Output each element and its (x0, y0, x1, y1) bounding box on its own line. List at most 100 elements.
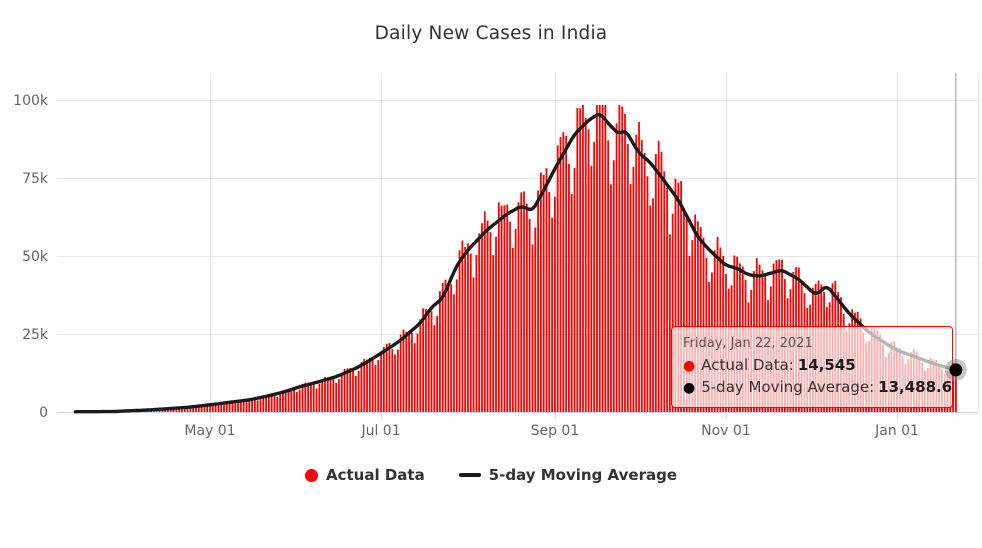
bar[interactable] (304, 382, 307, 412)
bar[interactable] (640, 140, 643, 412)
bar[interactable] (954, 366, 957, 412)
bar[interactable] (178, 408, 181, 412)
bar[interactable] (694, 214, 697, 412)
bar[interactable] (568, 163, 570, 412)
bar[interactable] (483, 211, 486, 412)
bar[interactable] (534, 227, 537, 412)
bar[interactable] (453, 294, 455, 412)
bar[interactable] (357, 370, 360, 412)
bar[interactable] (433, 325, 436, 412)
bar[interactable] (228, 401, 231, 412)
bar[interactable] (307, 382, 310, 412)
bar[interactable] (469, 253, 472, 412)
bar[interactable] (203, 405, 206, 412)
bar[interactable] (416, 333, 419, 412)
bar[interactable] (256, 400, 259, 412)
bar[interactable] (464, 246, 467, 412)
bar[interactable] (601, 104, 604, 413)
bar[interactable] (584, 117, 587, 412)
bar[interactable] (489, 232, 492, 412)
bar[interactable] (209, 404, 211, 412)
bar[interactable] (206, 404, 209, 412)
bar[interactable] (666, 188, 668, 412)
bar[interactable] (340, 373, 343, 412)
bar[interactable] (632, 167, 635, 412)
bar[interactable] (214, 404, 217, 412)
bar[interactable] (685, 218, 688, 412)
bar[interactable] (248, 399, 251, 412)
bar[interactable] (217, 405, 220, 412)
bar[interactable] (542, 174, 545, 412)
bar[interactable] (413, 343, 416, 412)
bar[interactable] (211, 404, 214, 412)
bar[interactable] (478, 233, 481, 412)
bar[interactable] (265, 394, 267, 412)
bar[interactable] (273, 395, 276, 412)
bar[interactable] (245, 399, 248, 412)
bar[interactable] (402, 329, 405, 412)
bar[interactable] (430, 311, 433, 412)
bar[interactable] (702, 237, 705, 412)
bar[interactable] (223, 402, 225, 412)
bar[interactable] (354, 375, 357, 412)
bar[interactable] (200, 406, 203, 412)
bar[interactable] (242, 399, 245, 412)
bar[interactable] (624, 113, 626, 412)
bar[interactable] (509, 221, 511, 412)
bar[interactable] (284, 389, 287, 412)
bar[interactable] (598, 104, 601, 413)
bar[interactable] (455, 279, 458, 412)
bar[interactable] (231, 401, 234, 412)
bar[interactable] (559, 137, 562, 412)
bar[interactable] (186, 406, 189, 412)
bar[interactable] (576, 107, 579, 412)
bar[interactable] (654, 154, 657, 412)
bar[interactable] (181, 408, 183, 412)
bar[interactable] (318, 383, 321, 412)
bar[interactable] (335, 383, 338, 412)
bar[interactable] (408, 330, 410, 412)
bar[interactable] (377, 360, 380, 412)
bar[interactable] (551, 217, 553, 412)
bar[interactable] (225, 401, 228, 412)
bar[interactable] (562, 132, 565, 412)
bar[interactable] (523, 191, 525, 412)
bar[interactable] (310, 383, 312, 412)
bar[interactable] (388, 342, 391, 412)
bar[interactable] (573, 167, 576, 412)
bar[interactable] (332, 378, 335, 412)
bar[interactable] (649, 205, 652, 412)
bar[interactable] (517, 202, 520, 412)
bar[interactable] (587, 129, 590, 413)
bar[interactable] (441, 282, 444, 412)
bar[interactable] (697, 221, 699, 412)
bar[interactable] (657, 140, 660, 412)
bar[interactable] (593, 141, 596, 412)
bar[interactable] (262, 395, 265, 412)
bar[interactable] (612, 160, 615, 412)
bar[interactable] (447, 284, 450, 412)
bar[interactable] (503, 205, 506, 412)
bar[interactable] (607, 140, 610, 413)
bar[interactable] (301, 383, 304, 412)
bar[interactable] (338, 379, 340, 412)
bar[interactable] (481, 223, 483, 412)
bar[interactable] (668, 234, 671, 412)
bar[interactable] (570, 194, 573, 412)
legend-item-actual-data[interactable]: Actual Data (304, 466, 425, 484)
bar[interactable] (290, 387, 293, 412)
bar[interactable] (382, 347, 385, 412)
bar[interactable] (366, 359, 368, 412)
bar[interactable] (326, 377, 329, 412)
bar[interactable] (565, 135, 568, 412)
bar[interactable] (638, 121, 640, 412)
bar[interactable] (394, 354, 396, 412)
bar[interactable] (556, 145, 559, 412)
bar[interactable] (467, 243, 469, 412)
bar[interactable] (321, 379, 324, 412)
bar[interactable] (514, 229, 517, 412)
bar[interactable] (590, 165, 593, 412)
bar[interactable] (495, 236, 497, 412)
bar[interactable] (315, 388, 318, 412)
bar[interactable] (520, 192, 523, 412)
